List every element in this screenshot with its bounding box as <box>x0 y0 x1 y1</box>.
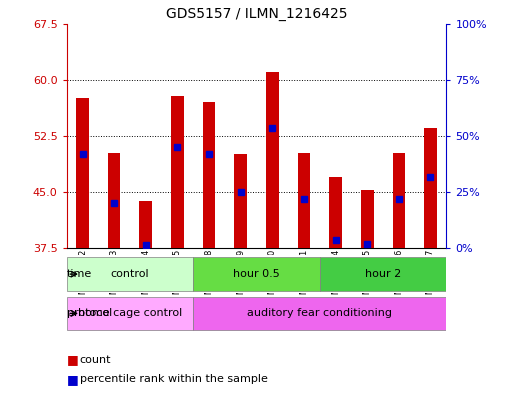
Bar <box>140 200 152 248</box>
Bar <box>266 72 279 248</box>
Text: hour 2: hour 2 <box>365 269 401 279</box>
Bar <box>329 177 342 248</box>
Text: count: count <box>80 354 111 365</box>
Text: percentile rank within the sample: percentile rank within the sample <box>80 374 267 384</box>
Bar <box>67 257 193 291</box>
Text: ■: ■ <box>67 353 83 366</box>
Bar <box>76 98 89 248</box>
Bar <box>234 154 247 248</box>
Bar <box>320 257 446 291</box>
Text: time: time <box>67 269 92 279</box>
Bar <box>361 190 373 248</box>
Bar <box>193 257 320 291</box>
Bar <box>171 96 184 248</box>
Text: home cage control: home cage control <box>78 309 182 318</box>
Text: ■: ■ <box>67 373 83 386</box>
Text: protocol: protocol <box>67 309 112 318</box>
Text: control: control <box>111 269 149 279</box>
Text: auditory fear conditioning: auditory fear conditioning <box>247 309 392 318</box>
Bar <box>392 153 405 248</box>
Bar <box>203 102 215 248</box>
Bar <box>193 297 446 330</box>
Bar <box>108 153 121 248</box>
Bar <box>424 128 437 248</box>
Title: GDS5157 / ILMN_1216425: GDS5157 / ILMN_1216425 <box>166 7 347 21</box>
Bar <box>298 153 310 248</box>
Text: hour 0.5: hour 0.5 <box>233 269 280 279</box>
Bar <box>67 297 193 330</box>
